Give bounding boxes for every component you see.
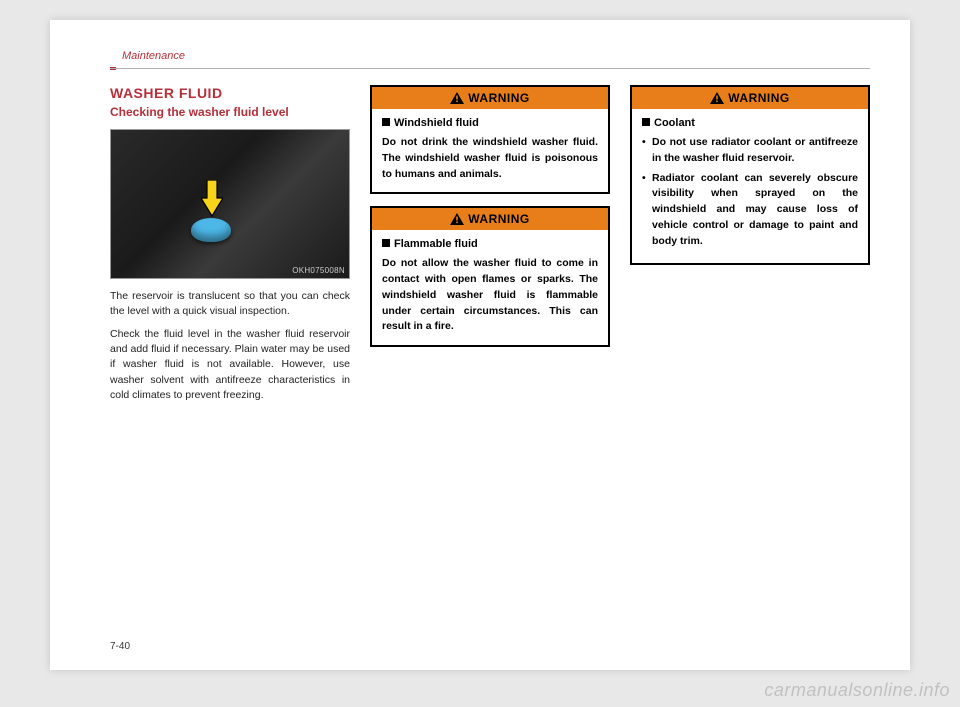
square-bullet-icon <box>642 118 650 126</box>
warning-triangle-icon <box>450 92 464 104</box>
warning-subhead: Coolant <box>642 117 858 129</box>
body-paragraph-1: The reservoir is translucent so that you… <box>110 289 350 319</box>
warning-subhead-text: Coolant <box>654 117 695 129</box>
figure-shapes <box>111 130 349 278</box>
warning-label: WARNING <box>468 212 530 226</box>
warning-body: Windshield fluid Do not drink the windsh… <box>372 109 608 192</box>
warning-box-coolant: WARNING Coolant Do not use radiator cool… <box>630 85 870 265</box>
page-title: WASHER FLUID <box>110 85 350 101</box>
warning-list-item: Do not use radiator coolant or antifreez… <box>642 135 858 167</box>
column-2: WARNING Windshield fluid Do not drink th… <box>370 85 610 630</box>
washer-cap-shape <box>191 218 231 242</box>
header-rule <box>110 68 870 69</box>
warning-subhead: Windshield fluid <box>382 117 598 129</box>
reservoir-figure: OKH075008N <box>110 129 350 279</box>
arrow-down-icon <box>201 180 223 218</box>
warning-box-windshield: WARNING Windshield fluid Do not drink th… <box>370 85 610 194</box>
warning-subhead-text: Flammable fluid <box>394 238 478 250</box>
warning-text: Do not drink the windshield washer fluid… <box>382 135 598 182</box>
warning-list: Do not use radiator coolant or antifreez… <box>642 135 858 249</box>
column-3: WARNING Coolant Do not use radiator cool… <box>630 85 870 630</box>
square-bullet-icon <box>382 239 390 247</box>
warning-label: WARNING <box>468 91 530 105</box>
warning-box-flammable: WARNING Flammable fluid Do not allow the… <box>370 206 610 347</box>
manual-page: Maintenance WASHER FLUID Checking the wa… <box>50 20 910 670</box>
warning-header: WARNING <box>372 87 608 109</box>
section-label: Maintenance <box>122 50 185 62</box>
square-bullet-icon <box>382 118 390 126</box>
page-number: 7-40 <box>110 641 130 652</box>
warning-header: WARNING <box>632 87 868 109</box>
warning-body: Flammable fluid Do not allow the washer … <box>372 230 608 345</box>
watermark: carmanualsonline.info <box>764 680 950 701</box>
figure-code: OKH075008N <box>292 266 345 275</box>
warning-subhead-text: Windshield fluid <box>394 117 479 129</box>
body-paragraph-2: Check the fluid level in the washer flui… <box>110 327 350 403</box>
column-1: WASHER FLUID Checking the washer fluid l… <box>110 85 350 630</box>
warning-subhead: Flammable fluid <box>382 238 598 250</box>
content-columns: WASHER FLUID Checking the washer fluid l… <box>110 85 870 630</box>
warning-header: WARNING <box>372 208 608 230</box>
page-subtitle: Checking the washer fluid level <box>110 105 350 121</box>
warning-list-item: Radiator coolant can severely obscure vi… <box>642 171 858 250</box>
warning-triangle-icon <box>450 213 464 225</box>
warning-text: Do not allow the washer fluid to come in… <box>382 256 598 335</box>
warning-body: Coolant Do not use radiator coolant or a… <box>632 109 868 263</box>
warning-label: WARNING <box>728 91 790 105</box>
warning-triangle-icon <box>710 92 724 104</box>
